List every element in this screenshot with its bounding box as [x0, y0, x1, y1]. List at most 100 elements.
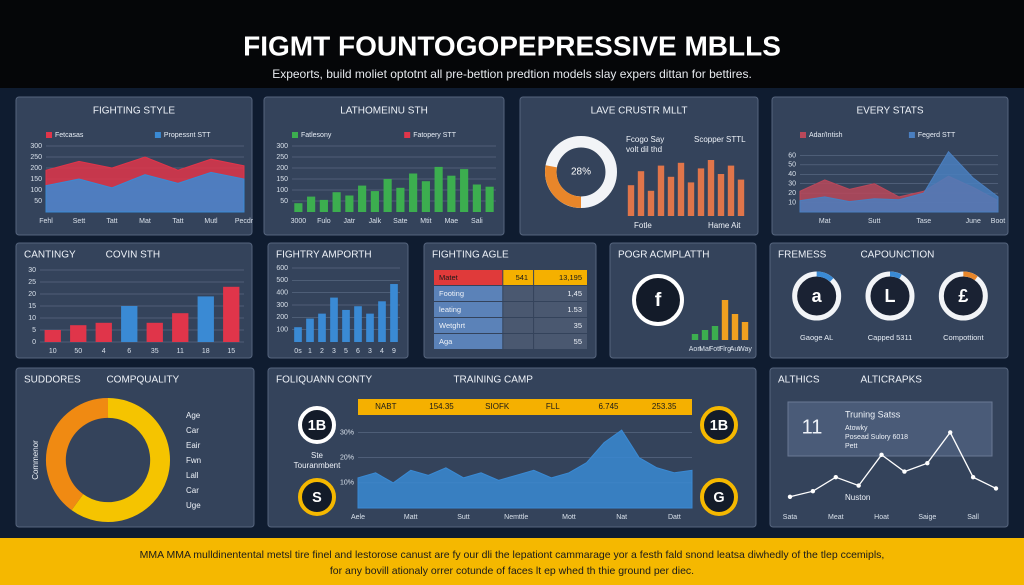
panel-note: Truning Satss — [845, 409, 901, 419]
y-tick-label: 50 — [788, 162, 796, 169]
table-text: 55 — [574, 337, 582, 346]
footer-band — [0, 538, 1024, 585]
x-tick-label: 0s — [294, 348, 302, 355]
bar — [717, 174, 725, 216]
legend-label: Propessnt STT — [164, 132, 211, 139]
x-tick-label: Fott — [709, 346, 721, 353]
y-tick-label: 500 — [276, 277, 288, 284]
x-tick-label: Pecdr — [235, 218, 254, 225]
gauge-letter: £ — [958, 286, 968, 306]
legend-label: Fetcasas — [55, 132, 84, 139]
bar — [447, 175, 456, 212]
x-tick-label: Sutt — [868, 218, 881, 225]
bar — [409, 173, 418, 212]
table-cell — [434, 334, 503, 349]
bar — [307, 196, 316, 212]
panel-note: Pett — [845, 443, 858, 450]
x-tick-label: Flrg — [719, 346, 731, 353]
panel-note: volt dil thd — [626, 145, 662, 154]
y-tick-label: 200 — [30, 165, 42, 172]
panel-note: Fcogo Say — [626, 135, 664, 144]
x-tick-label: Jatr — [344, 218, 356, 225]
panel — [771, 96, 1009, 236]
x-tick-label: Aon — [689, 346, 702, 353]
x-tick-label: 4 — [102, 348, 106, 355]
bar — [197, 296, 214, 342]
legend-swatch — [800, 132, 806, 138]
line-point — [993, 486, 999, 491]
panel-note: Car — [186, 486, 199, 495]
bar — [485, 186, 494, 212]
x-tick-label: 6 — [356, 348, 360, 355]
panel-title: FIGHTRY AMPORTH — [276, 250, 372, 261]
y-tick-label: 60 — [788, 152, 796, 159]
gauge-arc — [889, 271, 902, 279]
y-tick-label: 40 — [788, 171, 796, 178]
bar — [396, 187, 405, 212]
line-series — [789, 431, 997, 498]
table-cell — [503, 302, 534, 317]
y-tick-label: 50 — [280, 198, 288, 205]
table-cell — [434, 270, 503, 285]
panel-note: 11 — [802, 416, 823, 438]
x-tick-label: 2 — [320, 348, 324, 355]
x-tick-label: 3 — [368, 348, 372, 355]
badge-label: f — [655, 289, 662, 311]
legend-label: Fegerd STT — [918, 132, 956, 139]
table-text: Aga — [439, 337, 453, 346]
legend-swatch — [404, 132, 411, 138]
table-cell — [434, 286, 503, 301]
x-tick-label: Matt — [404, 514, 418, 521]
table-cell — [503, 334, 534, 349]
legend-label: Fatopery STT — [413, 132, 457, 139]
x-tick-label: Sutt — [457, 514, 470, 521]
x-tick-label: Sali — [471, 218, 483, 225]
bar — [460, 169, 469, 212]
table-cell — [503, 286, 534, 301]
badge-label: S — [312, 490, 322, 506]
line-point — [948, 430, 953, 435]
page-subtitle: Expeorts, build moliet optotnt all pre-b… — [272, 67, 752, 81]
table-cell — [534, 334, 587, 349]
gauge-arc — [816, 271, 834, 282]
strip-cell: 253.35 — [652, 402, 677, 411]
area-series — [45, 171, 245, 213]
table-cell — [503, 318, 534, 333]
x-tick-label: 6 — [127, 348, 131, 355]
bar — [727, 165, 735, 216]
strip-band — [358, 399, 692, 415]
panel-title: LATHOMEINU STH — [340, 106, 428, 117]
y-tick-label: 0 — [32, 339, 36, 346]
y-tick-label: 20 — [28, 291, 36, 298]
panel-title: EVERY STATS — [856, 106, 923, 117]
x-tick-label: Sett — [73, 218, 86, 225]
y-tick-label: 15 — [28, 303, 36, 310]
panel-title: LAVE CRUSTR MLLT — [591, 106, 688, 117]
x-tick-label: Aele — [351, 514, 365, 521]
donut-segment — [545, 165, 582, 208]
badge-label: 1B — [710, 418, 728, 434]
y-tick-label: 20% — [340, 455, 354, 462]
x-tick-label: Mtit — [420, 218, 431, 225]
gauge-label: Gaoge AL — [800, 333, 833, 342]
line-point — [856, 483, 861, 488]
bar — [95, 322, 112, 342]
badge-ring — [298, 478, 336, 516]
strip-cell: NABT — [375, 402, 396, 411]
badge-ring — [700, 406, 738, 444]
x-tick-label: Nemttle — [504, 514, 528, 521]
legend-swatch — [292, 132, 298, 138]
x-tick-label: Mat — [699, 346, 711, 353]
strip-cell: 6.745 — [598, 402, 619, 411]
x-tick-label: 11 — [177, 348, 184, 355]
y-tick-label: 30 — [788, 181, 796, 188]
strip-cell: SIOFK — [485, 402, 510, 411]
panel-title: COMPQUALITY — [106, 375, 179, 386]
panel-note: Commenor — [31, 440, 40, 480]
strip-cell: 154.35 — [429, 402, 454, 411]
y-tick-label: 5 — [32, 327, 36, 334]
panel-note: Car — [186, 426, 199, 435]
donut-label: 28% — [571, 167, 591, 178]
header-band — [0, 0, 1024, 88]
